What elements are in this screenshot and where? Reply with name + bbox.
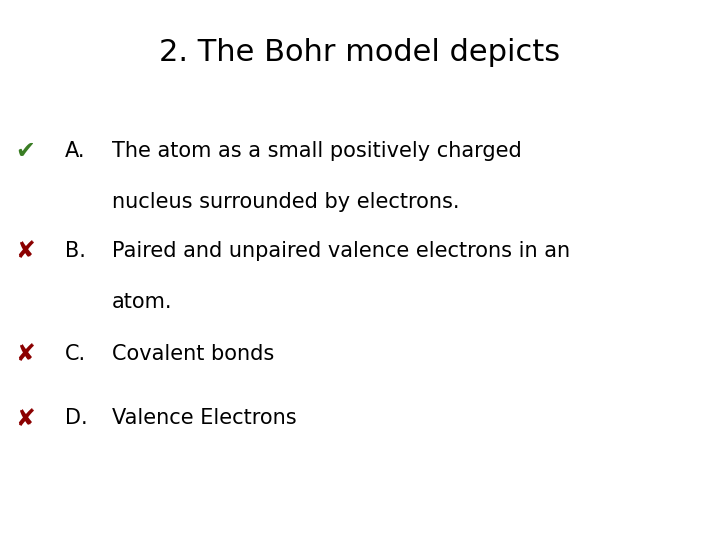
Text: D.: D. <box>65 408 87 429</box>
Text: ✘: ✘ <box>15 239 35 263</box>
Text: A.: A. <box>65 141 85 161</box>
Text: The atom as a small positively charged: The atom as a small positively charged <box>112 141 521 161</box>
Text: Paired and unpaired valence electrons in an: Paired and unpaired valence electrons in… <box>112 241 570 261</box>
Text: 2. The Bohr model depicts: 2. The Bohr model depicts <box>159 38 561 67</box>
Text: Covalent bonds: Covalent bonds <box>112 343 274 364</box>
Text: ✘: ✘ <box>15 342 35 366</box>
Text: Valence Electrons: Valence Electrons <box>112 408 296 429</box>
Text: nucleus surrounded by electrons.: nucleus surrounded by electrons. <box>112 192 459 213</box>
Text: ✘: ✘ <box>15 407 35 430</box>
Text: atom.: atom. <box>112 292 172 313</box>
Text: ✔: ✔ <box>15 139 35 163</box>
Text: B.: B. <box>65 241 86 261</box>
Text: C.: C. <box>65 343 86 364</box>
